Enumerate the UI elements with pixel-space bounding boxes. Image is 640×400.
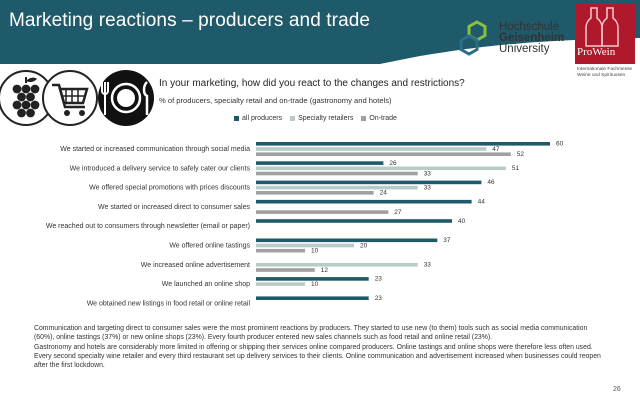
- summary-text: Communication and targeting direct to co…: [34, 324, 609, 371]
- legend-label: Specialty retailers: [298, 115, 354, 122]
- category-label: We increased online advertisement: [141, 262, 250, 269]
- bar: [256, 147, 487, 151]
- university-name: Hochschule Geisenheim University: [499, 21, 565, 55]
- bar: [256, 277, 369, 281]
- bar: [256, 268, 315, 272]
- data-label: 33: [424, 184, 432, 191]
- bar: [256, 243, 354, 248]
- legend-label: On-trade: [369, 115, 397, 122]
- data-label: 40: [458, 218, 466, 225]
- data-label: 10: [311, 248, 319, 255]
- slide-title: Marketing reactions – producers and trad…: [9, 10, 371, 31]
- university-line-2: Geisenheim: [499, 32, 565, 44]
- category-label: We offered special promotions with price…: [89, 185, 250, 192]
- bar: [256, 238, 438, 243]
- data-label: 37: [443, 237, 451, 244]
- bar: [256, 171, 418, 176]
- prowein-logo: [575, 4, 635, 64]
- bar-chart: We started or increased communication th…: [46, 141, 564, 308]
- prowein-name: ProWein: [577, 46, 616, 58]
- bar: [256, 152, 511, 156]
- bar: [256, 185, 418, 190]
- page-number: 26: [613, 386, 621, 393]
- legend-swatch: [361, 116, 367, 121]
- legend-item-all-producers: all producers: [234, 115, 282, 122]
- data-label: 26: [389, 160, 397, 167]
- category-icons: [0, 70, 154, 126]
- data-label: 24: [380, 190, 388, 197]
- prowein-sub-line-2: Weine und Spirituosen: [577, 73, 626, 78]
- data-label: 33: [424, 170, 432, 177]
- bar: [256, 248, 305, 253]
- category-label: We introduced a delivery service to safe…: [70, 165, 251, 172]
- bar: [256, 191, 374, 195]
- bar: [256, 210, 389, 214]
- category-label: We started or increased communication th…: [60, 146, 250, 153]
- plate-cutlery-icon: [98, 70, 154, 126]
- data-label: 46: [487, 179, 495, 186]
- bar: [256, 219, 452, 223]
- category-label: We started or increased direct to consum…: [98, 204, 250, 211]
- legend-item-specialty-retailers: Specialty retailers: [290, 115, 353, 122]
- grapes-icon: [0, 70, 54, 126]
- data-label: 52: [517, 151, 525, 158]
- data-label: 60: [556, 141, 564, 148]
- university-line-1: Hochschule: [499, 21, 560, 33]
- data-label: 51: [512, 165, 520, 172]
- data-label: 33: [424, 262, 432, 269]
- data-label: 23: [375, 276, 383, 283]
- data-label: 10: [311, 281, 319, 288]
- bar: [256, 142, 550, 146]
- category-label: We offered online tastings: [169, 243, 250, 250]
- legend-item-on-trade: On-trade: [361, 115, 397, 122]
- chart-legend: all producers Specialty retailers On-tra…: [234, 115, 397, 122]
- bar: [256, 161, 384, 165]
- prowein-sub-line-1: Internationale Fachmesse: [577, 67, 633, 72]
- bar: [256, 282, 305, 286]
- bar: [256, 166, 506, 171]
- bar: [256, 296, 369, 300]
- university-line-3: University: [499, 43, 550, 55]
- university-logo-icon: [451, 20, 487, 56]
- legend-swatch: [290, 116, 296, 121]
- prowein-subtitle: Internationale Fachmesse Weine und Spiri…: [577, 67, 639, 79]
- bar: [256, 263, 418, 267]
- data-label: 12: [321, 267, 329, 274]
- data-label: 44: [478, 199, 486, 206]
- legend-label: all producers: [242, 115, 283, 122]
- header-band: [0, 0, 640, 64]
- category-label: We obtained new listings in food retail …: [87, 300, 251, 307]
- category-label: We launched an online shop: [162, 281, 250, 288]
- university-logo: [451, 20, 487, 56]
- survey-question: In your marketing, how did you react to …: [159, 78, 465, 89]
- data-label: 47: [492, 146, 500, 153]
- bar: [256, 199, 472, 204]
- summary-paragraph-1: Communication and targeting direct to co…: [34, 325, 588, 341]
- summary-paragraph-2: Gastronomy and hotels are considerably m…: [34, 344, 601, 369]
- survey-subquestion: % of producers, specialty retail and on-…: [159, 96, 392, 105]
- data-label: 27: [394, 209, 402, 216]
- legend-swatch: [234, 116, 239, 121]
- bar: [256, 180, 482, 185]
- bottle-icon: [585, 7, 619, 47]
- data-label: 20: [360, 242, 368, 249]
- shopping-cart-icon: [42, 70, 98, 126]
- category-label: We reached out to consumers through news…: [46, 223, 250, 230]
- data-label: 23: [375, 295, 383, 302]
